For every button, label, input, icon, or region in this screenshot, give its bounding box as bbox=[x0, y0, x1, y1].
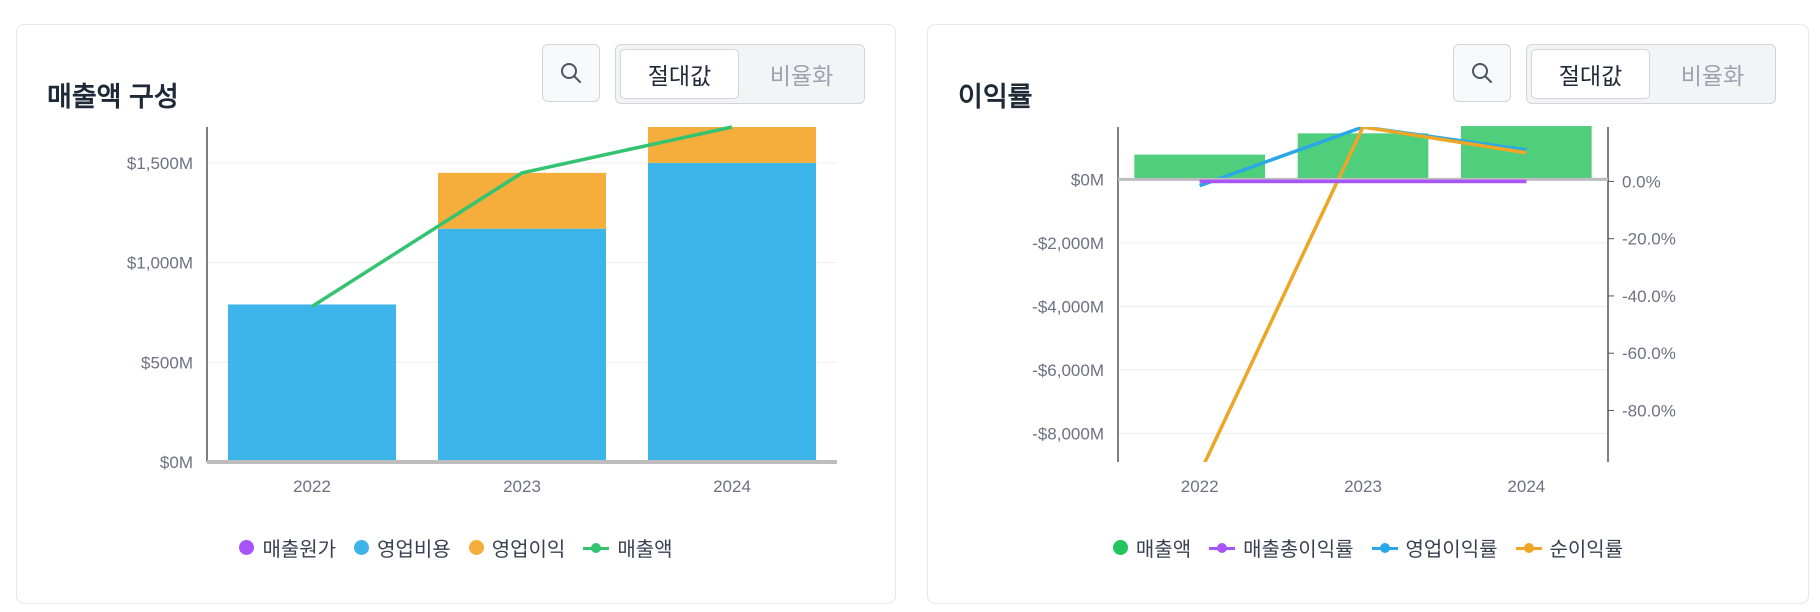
chart-legend: 매출원가 영업비용 영업이익 매출액 bbox=[17, 533, 895, 562]
legend-label: 매출액 bbox=[1135, 539, 1192, 561]
bar-segment bbox=[228, 304, 396, 462]
legend-item-net-margin[interactable]: 순이익률 bbox=[1515, 533, 1624, 562]
legend-label: 영업비용 bbox=[377, 539, 451, 561]
revenue-composition-chart: $0M $500M $1,000M $1,500M 2022 2023 2024 bbox=[127, 125, 837, 496]
chart-legend: 매출액 매출총이익률 영업이익률 순이익률 bbox=[928, 533, 1808, 562]
y-tick-label-right: 0.0% bbox=[1622, 172, 1661, 191]
bar-segment bbox=[438, 228, 606, 462]
legend-label: 매출원가 bbox=[262, 539, 337, 561]
legend-swatch bbox=[1371, 541, 1398, 555]
legend-label: 영업이익 bbox=[491, 539, 566, 561]
x-tick-label: 2023 bbox=[1344, 477, 1382, 496]
y-tick-label-right: -40.0% bbox=[1622, 287, 1676, 306]
x-tick-label: 2023 bbox=[503, 477, 541, 496]
bar-segment bbox=[438, 172, 606, 229]
legend-item-operating-income[interactable]: 영업이익 bbox=[468, 533, 566, 562]
y-tick-label-right: -20.0% bbox=[1622, 230, 1676, 249]
value-mode-toggle: 절대값 비율화 bbox=[1526, 44, 1776, 104]
legend-item-revenue[interactable]: 매출액 bbox=[583, 533, 673, 562]
legend-swatch bbox=[1112, 540, 1128, 555]
normalized-toggle-button[interactable]: 비율화 bbox=[769, 63, 834, 89]
y-tick-label-left: -$8,000M bbox=[1032, 424, 1104, 443]
profit-margin-card: 이익률 절대값 비율화 $0M -$2,000M -$4,000M -$6,000M -… bbox=[927, 24, 1809, 604]
search-icon bbox=[1472, 63, 1492, 83]
y-tick-label-left: -$2,000M bbox=[1032, 234, 1104, 253]
legend-item-cost-of-sales[interactable]: 매출원가 bbox=[239, 533, 336, 562]
y-tick-label: $1,500M bbox=[127, 154, 193, 173]
search-button[interactable] bbox=[542, 44, 600, 102]
y-tick-label: $1,000M bbox=[127, 254, 193, 273]
legend-swatch bbox=[354, 540, 370, 555]
revenue-bar bbox=[1134, 154, 1265, 180]
legend-swatch bbox=[239, 540, 255, 555]
card-title: 이익률 bbox=[958, 82, 1033, 112]
search-icon bbox=[561, 63, 581, 83]
x-tick-label: 2022 bbox=[1181, 477, 1219, 496]
y-tick-label-left: $0M bbox=[1071, 170, 1104, 189]
y-tick-label-left: -$4,000M bbox=[1032, 297, 1104, 316]
revenue-bar bbox=[1297, 133, 1429, 180]
revenue-line bbox=[311, 125, 733, 308]
y-tick-label: $0M bbox=[160, 453, 193, 472]
absolute-toggle-button[interactable]: 절대값 bbox=[1531, 49, 1650, 99]
absolute-toggle-button[interactable]: 절대값 bbox=[620, 49, 739, 99]
search-button[interactable] bbox=[1453, 44, 1511, 102]
legend-swatch bbox=[583, 541, 610, 555]
legend-swatch bbox=[468, 540, 484, 555]
x-tick-label: 2024 bbox=[1507, 477, 1545, 496]
y-tick-label-right: -60.0% bbox=[1622, 344, 1676, 363]
y-tick-label: $500M bbox=[141, 353, 193, 372]
legend-item-revenue[interactable]: 매출액 bbox=[1112, 533, 1192, 562]
legend-label: 순이익률 bbox=[1549, 539, 1624, 561]
x-tick-label: 2022 bbox=[293, 477, 331, 496]
legend-item-operating-margin[interactable]: 영업이익률 bbox=[1371, 533, 1498, 562]
profit-margin-chart: $0M -$2,000M -$4,000M -$6,000M -$8,000M 0.0% -… bbox=[1032, 126, 1676, 496]
margin-line bbox=[1199, 127, 1527, 188]
legend-label: 영업이익률 bbox=[1405, 539, 1498, 561]
card-title: 매출액 구성 bbox=[47, 82, 179, 112]
legend-label: 매출액 bbox=[617, 539, 673, 561]
margin-line bbox=[1203, 127, 1527, 462]
legend-item-operating-expense[interactable]: 영업비용 bbox=[354, 533, 451, 562]
x-tick-label: 2024 bbox=[713, 477, 751, 496]
legend-label: 매출총이익률 bbox=[1243, 539, 1354, 561]
legend-swatch bbox=[1515, 541, 1542, 555]
legend-swatch bbox=[1209, 541, 1236, 555]
y-tick-label-left: -$6,000M bbox=[1032, 361, 1104, 380]
bar-segment bbox=[648, 127, 816, 163]
bar-segment bbox=[648, 162, 816, 462]
normalized-toggle-button[interactable]: 비율화 bbox=[1680, 63, 1745, 89]
value-mode-toggle: 절대값 비율화 bbox=[615, 44, 865, 104]
legend-item-gross-margin[interactable]: 매출총이익률 bbox=[1209, 533, 1354, 562]
y-tick-label-right: -80.0% bbox=[1622, 401, 1676, 420]
revenue-composition-card: 매출액 구성 절대값 비율화 $0M $500M $1,000M $1,500M 202… bbox=[16, 24, 896, 604]
